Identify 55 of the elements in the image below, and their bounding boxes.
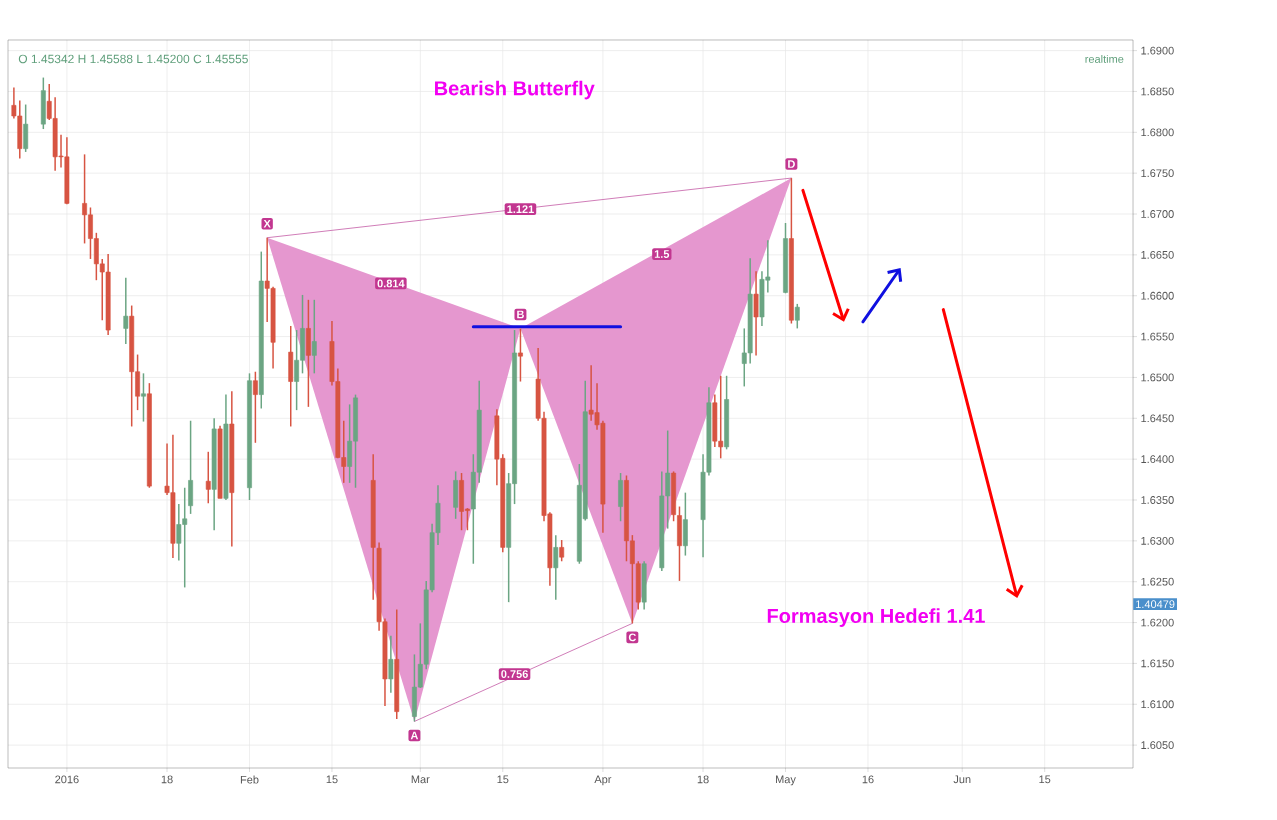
x-tick-label: 18 bbox=[161, 775, 173, 784]
annotation: X bbox=[263, 219, 271, 228]
annotation: 0.756 bbox=[501, 670, 528, 678]
x-tick-label: 2016 bbox=[55, 775, 79, 784]
x-tick-label: Jun bbox=[953, 775, 971, 784]
candlestick bbox=[311, 299, 317, 375]
annotation: C bbox=[628, 633, 637, 642]
x-tick-label: May bbox=[776, 775, 796, 786]
candlestick bbox=[252, 370, 258, 444]
candlestick bbox=[205, 451, 211, 505]
text: 1.40479 bbox=[1136, 600, 1175, 609]
y-tick-label: 1.6250 bbox=[1141, 577, 1174, 586]
y-tick-label: 1.6550 bbox=[1141, 332, 1174, 341]
candlestick bbox=[123, 277, 129, 345]
x-tick-label: 15 bbox=[1039, 775, 1051, 784]
x-tick-label: Feb bbox=[240, 775, 259, 784]
y-tick-label: 1.6850 bbox=[1141, 87, 1174, 96]
annotation: O 1.45342 H 1.45588 L 1.45200 C 1.45555 bbox=[18, 54, 248, 64]
y-tick-label: 1.6450 bbox=[1141, 414, 1174, 423]
y-tick-label: 1.6750 bbox=[1141, 169, 1174, 178]
y-tick-label: 1.6500 bbox=[1141, 373, 1174, 382]
y-tick-label: 1.6200 bbox=[1141, 618, 1174, 627]
y-tick-label: 1.6350 bbox=[1141, 496, 1174, 504]
y-tick-label: 1.6800 bbox=[1141, 128, 1174, 137]
y-tick-label: 1.6100 bbox=[1141, 700, 1174, 709]
text: Bearish Butterfly bbox=[435, 80, 595, 100]
candlestick bbox=[141, 372, 146, 423]
candlestick bbox=[559, 539, 565, 563]
y-tick-label: 1.6650 bbox=[1141, 250, 1174, 259]
y-tick-label: 1.6150 bbox=[1141, 659, 1174, 668]
x-tick-label: 15 bbox=[326, 775, 338, 784]
candlestick bbox=[753, 270, 759, 357]
y-tick-label: 1.6050 bbox=[1141, 741, 1174, 750]
y-tick-label: 1.6400 bbox=[1141, 455, 1174, 464]
annotation: D bbox=[788, 160, 795, 168]
annotation: 1.5 bbox=[654, 250, 670, 258]
x-tick-label: Mar bbox=[411, 775, 430, 784]
x-tick-label: 15 bbox=[497, 775, 509, 784]
y-tick-label: 1.6900 bbox=[1141, 46, 1174, 55]
x-tick-label: 18 bbox=[697, 775, 709, 784]
x-tick-label: 16 bbox=[862, 775, 874, 784]
annotation: 0.814 bbox=[377, 279, 405, 288]
candlestick bbox=[553, 534, 559, 601]
annotation: 1.121 bbox=[507, 205, 534, 213]
x-tick-label: Apr bbox=[594, 775, 612, 786]
annotation: A bbox=[410, 731, 419, 740]
candlestick bbox=[518, 327, 523, 383]
y-tick-label: 1.6600 bbox=[1141, 291, 1174, 300]
annotation: B bbox=[517, 310, 524, 319]
candlestick bbox=[388, 634, 394, 694]
annotation: realtime bbox=[1085, 54, 1124, 63]
y-tick-label: 1.6300 bbox=[1141, 536, 1174, 545]
annotation: Formasyon Hedefi 1.41 bbox=[767, 608, 985, 627]
y-tick-label: 1.6700 bbox=[1141, 210, 1174, 218]
candlestick bbox=[794, 303, 800, 330]
